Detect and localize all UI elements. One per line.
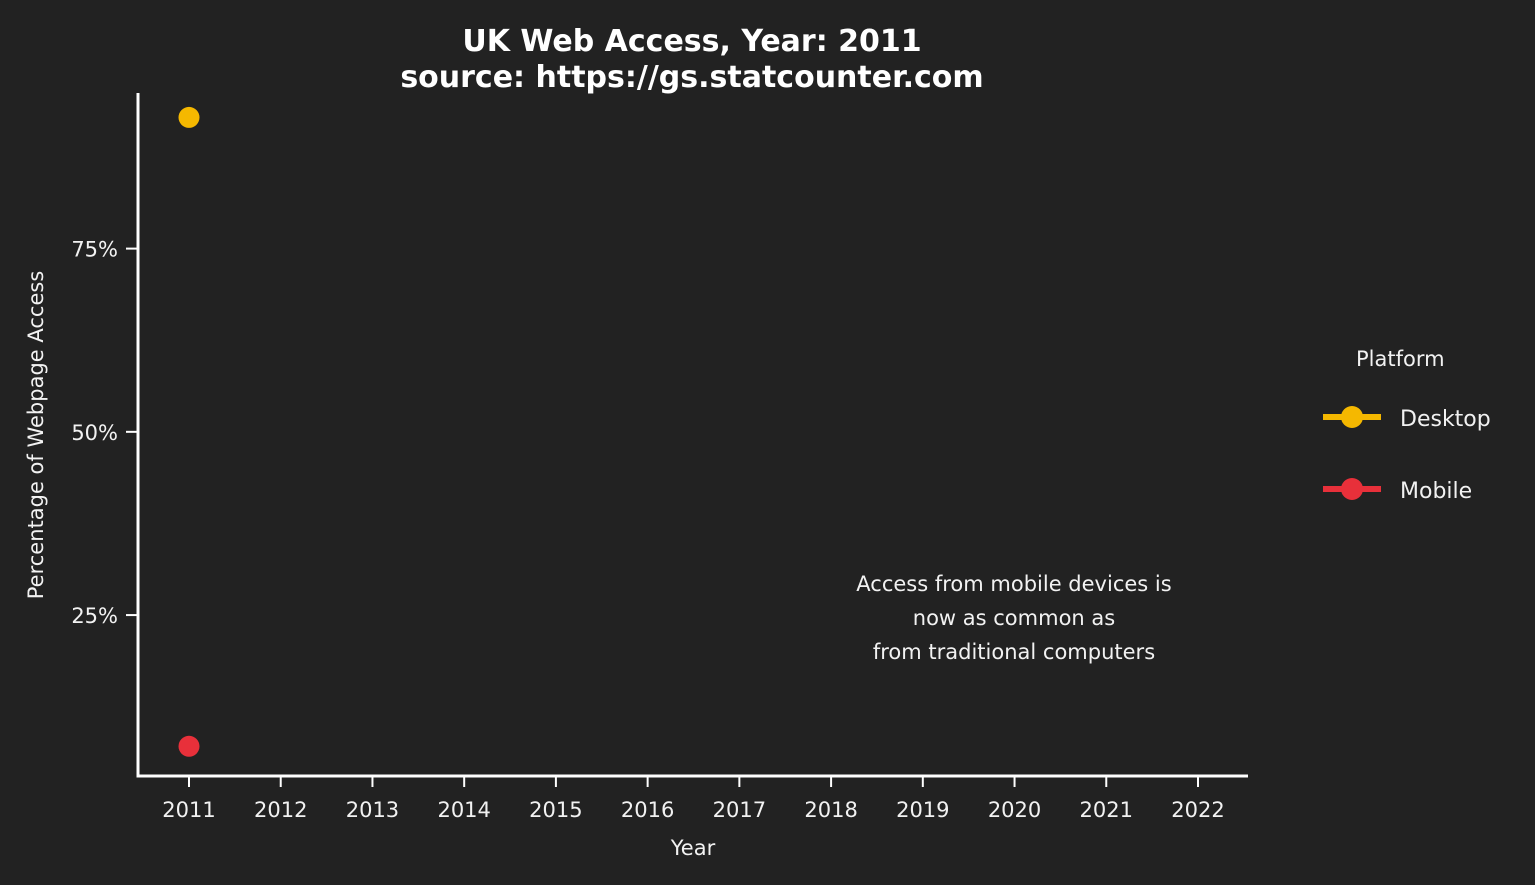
legend-item-mobile: Mobile — [1323, 478, 1472, 504]
x-tick-label: 2013 — [346, 798, 399, 822]
annotation-line-1: Access from mobile devices is — [856, 572, 1171, 596]
legend-label-desktop: Desktop — [1400, 407, 1491, 432]
data-points — [178, 106, 200, 757]
x-tick-label: 2021 — [1080, 798, 1133, 822]
axes — [136, 93, 1248, 778]
legend-label-mobile: Mobile — [1400, 479, 1472, 504]
legend-title: Platform — [1356, 347, 1445, 371]
chart-title: UK Web Access, Year: 2011 — [462, 24, 921, 59]
legend-item-desktop: Desktop — [1323, 406, 1491, 432]
data-point-mobile — [178, 735, 200, 757]
x-tick-label: 2018 — [804, 798, 857, 822]
x-tick-label: 2017 — [713, 798, 766, 822]
x-tick-label: 2019 — [896, 798, 949, 822]
x-tick-label: 2015 — [529, 798, 582, 822]
data-point-desktop — [178, 106, 200, 128]
legend: Platform Desktop Mobile — [1323, 347, 1491, 504]
annotation-line-3: from traditional computers — [873, 640, 1155, 664]
y-tick-label: 50% — [71, 421, 118, 445]
y-ticks: 25% 50% 75% — [71, 238, 137, 628]
x-tick-label: 2022 — [1171, 798, 1224, 822]
x-tick-label: 2016 — [621, 798, 674, 822]
annotation-line-2: now as common as — [913, 606, 1115, 630]
x-axis-label: Year — [670, 836, 716, 860]
x-tick-label: 2012 — [254, 798, 307, 822]
annotation: Access from mobile devices is now as com… — [856, 572, 1171, 664]
y-tick-label: 25% — [71, 604, 118, 628]
chart-subtitle: source: https://gs.statcounter.com — [400, 60, 983, 95]
y-axis-label: Percentage of Webpage Access — [24, 271, 48, 600]
legend-marker-desktop — [1341, 406, 1363, 428]
x-tick-label: 2014 — [437, 798, 490, 822]
y-tick-label: 75% — [71, 238, 118, 262]
legend-marker-mobile — [1341, 478, 1363, 500]
x-tick-label: 2020 — [988, 798, 1041, 822]
x-tick-label: 2011 — [162, 798, 215, 822]
x-ticks: 2011 2012 2013 2014 2015 2016 2017 2018 2019 2020… — [162, 777, 1225, 822]
